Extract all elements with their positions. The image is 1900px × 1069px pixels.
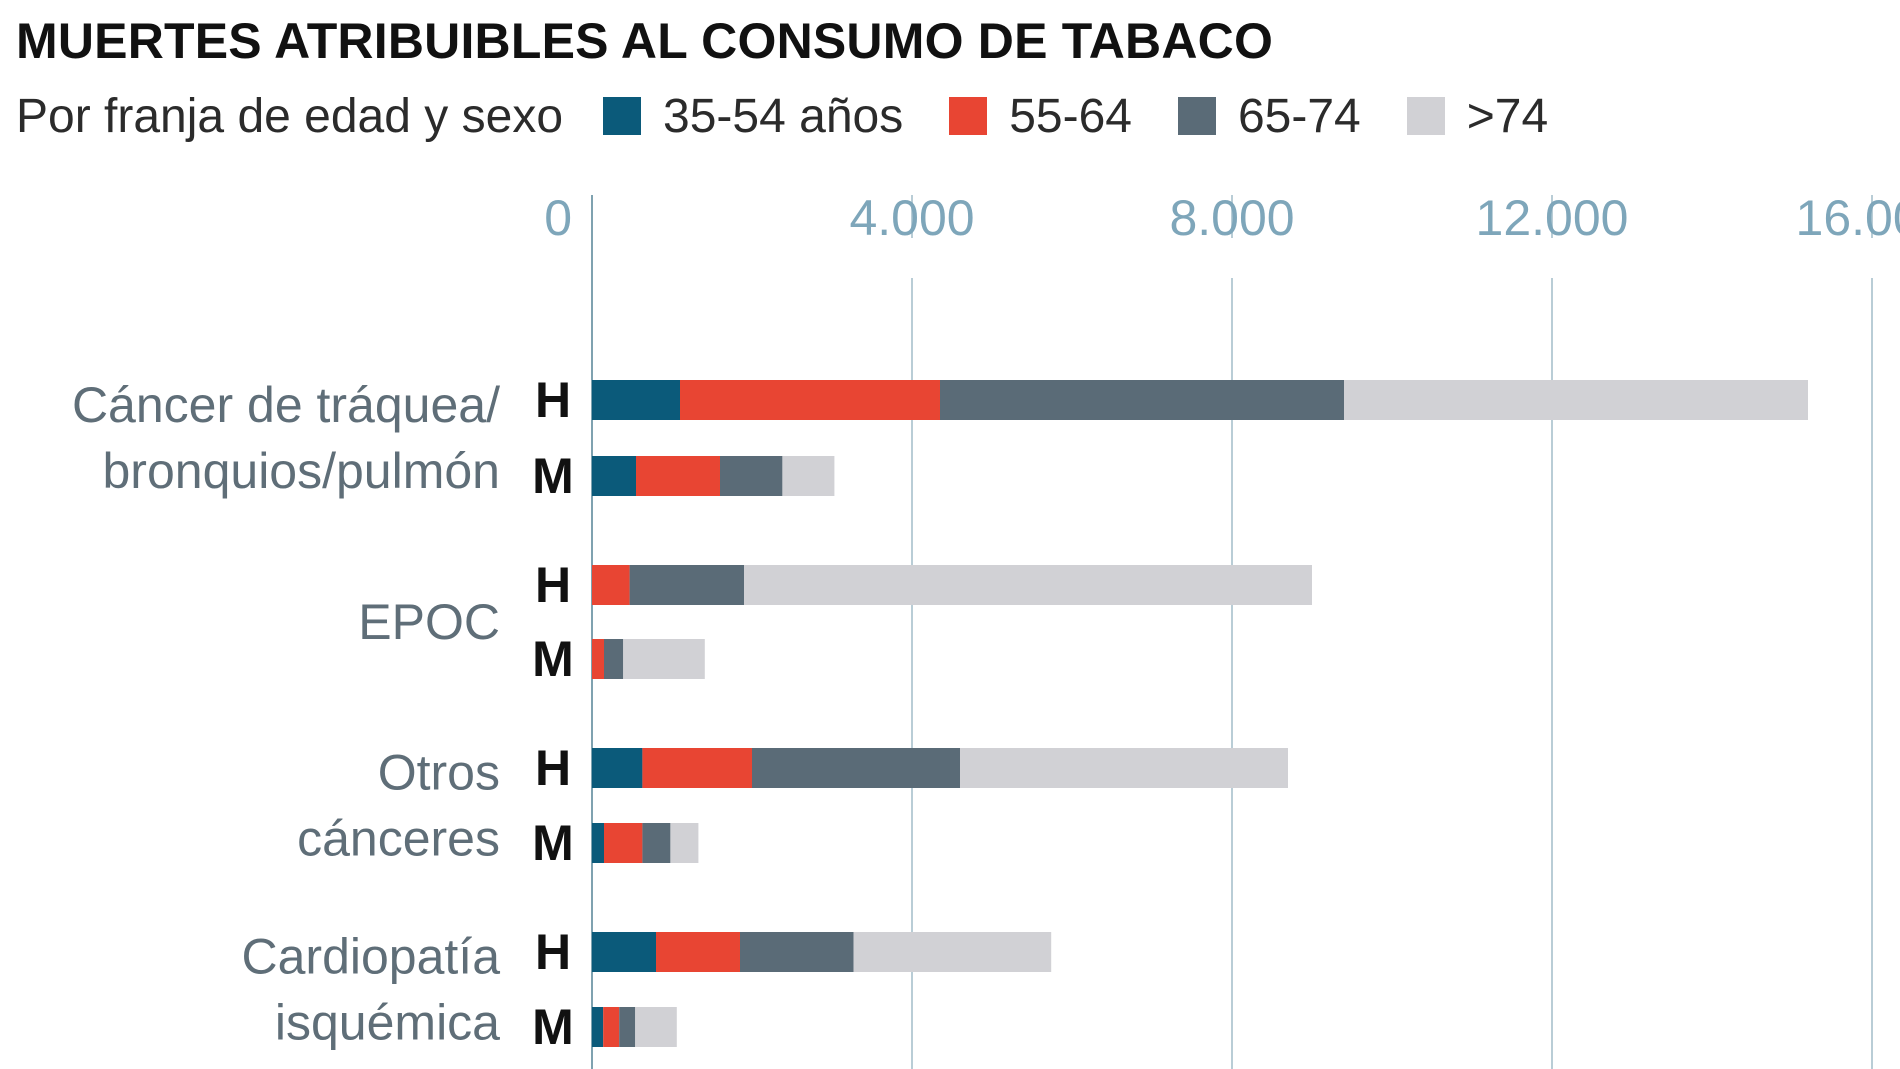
bar-segment-35-54 (592, 932, 656, 972)
bar-segment-65-74 (619, 1007, 636, 1047)
bar-segment-65-74 (720, 456, 783, 496)
sex-label: H (535, 372, 571, 428)
chart-title: MUERTES ATRIBUIBLES AL CONSUMO DE TABACO (16, 13, 1274, 69)
legend-item-65-74: 65-74 (1177, 89, 1361, 144)
bar-segment-over-74 (635, 1007, 677, 1047)
category-label: bronquios/pulmón (103, 443, 501, 499)
legend-swatch-35-54 (603, 97, 642, 135)
legend-item-35-54: 35-54 años (603, 89, 903, 144)
legend-label-55-64: 55-64 (1009, 89, 1132, 143)
legend-item-55-64: 55-64 (949, 89, 1132, 144)
x-tick-label: 16.000 (1796, 190, 1900, 246)
bar-segment-55-64 (592, 565, 630, 605)
bar-segment-55-64 (636, 456, 720, 496)
legend-row: Por franja de edad y sexo 35-54 años 55-… (16, 84, 1594, 148)
x-tick-label: 0 (544, 190, 572, 246)
bar-segment-55-64 (592, 639, 604, 679)
category-label: Cardiopatía (242, 929, 501, 985)
x-tick-label: 8.000 (1169, 190, 1294, 246)
bar-segment-over-74 (623, 639, 705, 679)
category-label: Otros (378, 745, 500, 801)
bar-segment-65-74 (740, 932, 854, 972)
sex-label: M (532, 999, 574, 1055)
bar-segment-65-74 (629, 565, 744, 605)
bar-segment-35-54 (592, 823, 604, 863)
legend-label-65-74: 65-74 (1237, 89, 1361, 143)
bar-segment-65-74 (940, 380, 1344, 420)
legend-swatch-over-74 (1406, 97, 1445, 135)
legend-item-over-74: >74 (1406, 89, 1549, 144)
x-tick-label: 4.000 (849, 190, 974, 246)
legend-swatch-55-64 (949, 97, 988, 135)
bar-segment-55-64 (680, 380, 940, 420)
bar-segment-over-74 (1344, 380, 1808, 420)
x-tick-label: 12.000 (1476, 190, 1629, 246)
sex-label: M (532, 815, 574, 871)
bar-segment-35-54 (592, 380, 680, 420)
category-label: isquémica (275, 995, 500, 1051)
bar-segment-over-74 (670, 823, 699, 863)
bar-segment-over-74 (853, 932, 1052, 972)
bar-segment-over-74 (744, 565, 1312, 605)
sex-label: H (535, 740, 571, 796)
bar-segment-over-74 (960, 748, 1288, 788)
category-label: Cáncer de tráquea/ (72, 377, 500, 433)
bar-segment-65-74 (604, 639, 624, 679)
bar-segment-35-54 (592, 1007, 604, 1047)
bar-segment-55-64 (603, 1007, 620, 1047)
legend-swatch-65-74 (1177, 97, 1216, 135)
category-label: EPOC (358, 594, 500, 650)
sex-label: M (532, 631, 574, 687)
bar-segment-over-74 (782, 456, 835, 496)
bar-segment-35-54 (592, 748, 643, 788)
sex-label: H (535, 557, 571, 613)
legend-label-over-74: >74 (1466, 89, 1549, 143)
category-label: cánceres (297, 811, 500, 867)
legend-label-35-54: 35-54 años (663, 89, 904, 143)
sex-label: H (535, 924, 571, 980)
bar-segment-35-54 (592, 456, 636, 496)
bar-segment-55-64 (604, 823, 643, 863)
bar-segment-55-64 (656, 932, 740, 972)
sex-label: M (532, 448, 574, 504)
bar-segment-55-64 (642, 748, 752, 788)
chart-subtitle: Por franja de edad y sexo (16, 89, 564, 143)
bar-segment-65-74 (752, 748, 960, 788)
bar-segment-65-74 (642, 823, 671, 863)
